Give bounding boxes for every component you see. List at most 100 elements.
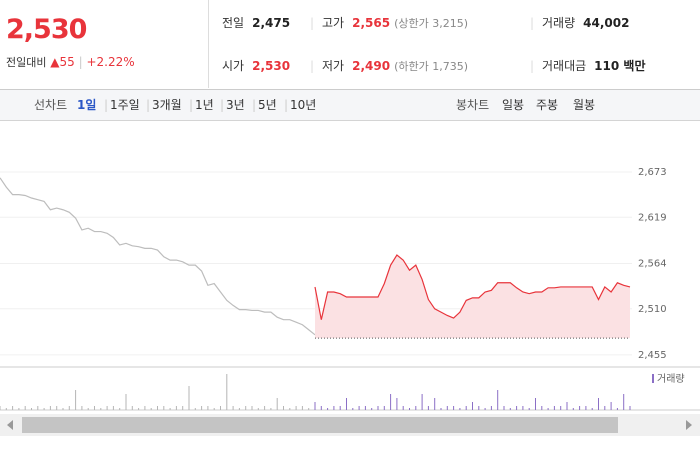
volume-bar xyxy=(409,408,410,410)
volume-bar xyxy=(232,406,234,410)
period-tab[interactable]: 1년 xyxy=(195,98,214,112)
volume-bar xyxy=(188,386,190,410)
divider: | xyxy=(530,16,535,30)
period-tab[interactable]: 3년 xyxy=(226,98,245,112)
candle-tab[interactable]: 월봉 xyxy=(573,98,596,112)
volume-bar xyxy=(346,398,347,410)
scroll-right[interactable] xyxy=(686,420,692,430)
period-tab[interactable]: 1주일 xyxy=(110,98,140,112)
volume-bar xyxy=(421,394,423,410)
volume-bar xyxy=(440,408,442,410)
volume-bar xyxy=(383,406,385,410)
volume-bar xyxy=(616,408,618,410)
volume-bar xyxy=(213,408,215,410)
scroll-thumb[interactable] xyxy=(22,417,618,433)
y-tick-label: 2,510 xyxy=(638,304,667,315)
period-tab[interactable]: 3개월 xyxy=(152,98,182,112)
divider: | xyxy=(284,98,289,112)
volume-bar xyxy=(295,406,297,410)
volume-bar xyxy=(150,408,152,410)
volume-bar xyxy=(320,406,322,410)
area xyxy=(315,255,630,339)
volume-bar xyxy=(490,406,492,410)
summary-value: 44,002 xyxy=(583,16,630,30)
divider: | xyxy=(220,98,225,112)
summary-note: (하한가 1,735) xyxy=(394,60,468,73)
volume-bar xyxy=(352,408,354,410)
volume-bar xyxy=(497,390,499,410)
price-line xyxy=(0,177,316,336)
summary-label: 시가 xyxy=(222,59,245,73)
summary: 전일 2,475 | 고가 2,565 (상한가 3,215) | 거래량 44,002 시가 2,… xyxy=(212,0,700,88)
volume-bar xyxy=(43,408,45,410)
volume-bar xyxy=(245,406,247,410)
divider: | xyxy=(310,16,315,30)
summary-note: (상한가 3,215) xyxy=(394,17,468,30)
candle-tab[interactable]: 주봉 xyxy=(536,98,559,112)
volume-bar xyxy=(478,406,480,410)
volume-legend-swatch xyxy=(652,374,654,383)
volume-bar xyxy=(100,408,102,410)
volume-bar xyxy=(119,408,121,410)
volume-bar xyxy=(598,398,599,410)
volume-bar xyxy=(12,406,14,410)
volume-bar xyxy=(623,394,625,410)
volume-bar xyxy=(553,406,555,410)
volume-bar xyxy=(390,394,392,410)
scroll-left[interactable] xyxy=(7,420,13,430)
y-tick-label: 2,455 xyxy=(638,350,667,361)
summary-label: 저가 xyxy=(322,59,345,73)
divider: | xyxy=(252,98,257,112)
period-tab[interactable]: 1일 xyxy=(77,98,97,112)
summary-value: 2,530 xyxy=(252,59,291,73)
volume-bar xyxy=(503,406,505,410)
change-label: 전일대비 xyxy=(6,56,47,69)
volume-bar xyxy=(56,406,58,410)
volume-bar xyxy=(402,406,404,410)
summary-item: 시가 2,530 xyxy=(222,56,290,76)
divider: | xyxy=(310,59,315,73)
volume-bar xyxy=(238,408,240,410)
volume-bar xyxy=(157,406,158,410)
volume-bar xyxy=(535,398,536,410)
volume-bar xyxy=(314,402,316,410)
volume-bar xyxy=(112,406,114,410)
volume-bar xyxy=(629,406,631,410)
volume-bar xyxy=(289,408,291,410)
volume-bar xyxy=(220,406,221,410)
divider: | xyxy=(146,98,151,112)
volume-bar xyxy=(194,408,196,410)
chart: 2,455 2,510 2,564 2,619 2,673 거래량 xyxy=(0,120,700,436)
period-tab[interactable]: 10년 xyxy=(290,98,317,112)
volume-bar xyxy=(427,406,429,410)
summary-value: 2,490 xyxy=(352,59,391,73)
candle-tab[interactable]: 일봉 xyxy=(502,98,525,112)
volume-bar xyxy=(591,408,593,410)
y-tick-label: 2,564 xyxy=(638,258,667,269)
volume-bar xyxy=(62,408,64,410)
volume-bar xyxy=(339,406,341,410)
volume-bar xyxy=(81,406,83,410)
volume-bar xyxy=(579,406,581,410)
volume-bar xyxy=(257,408,259,410)
summary-value: 2,475 xyxy=(252,16,291,30)
volume-bar xyxy=(610,402,612,410)
change-pct: +2.22% xyxy=(86,55,135,69)
volume-bar xyxy=(371,408,373,410)
y-tick-label: 2,673 xyxy=(638,167,667,178)
volume-bar xyxy=(94,406,95,410)
summary-label: 고가 xyxy=(322,16,345,30)
volume-bar xyxy=(24,406,26,410)
volume-bar xyxy=(308,408,310,410)
volume-bar xyxy=(31,408,32,410)
volume-bar xyxy=(509,408,511,410)
y-tick-label: 2,619 xyxy=(638,212,667,223)
period-tab[interactable]: 5년 xyxy=(258,98,277,112)
volume-bar xyxy=(276,398,278,410)
volume-bar xyxy=(182,406,184,410)
volume-bar xyxy=(472,402,473,410)
price-line xyxy=(314,254,631,320)
volume-bar xyxy=(547,408,549,410)
volume-bar xyxy=(0,406,1,410)
volume-bar xyxy=(5,408,7,410)
